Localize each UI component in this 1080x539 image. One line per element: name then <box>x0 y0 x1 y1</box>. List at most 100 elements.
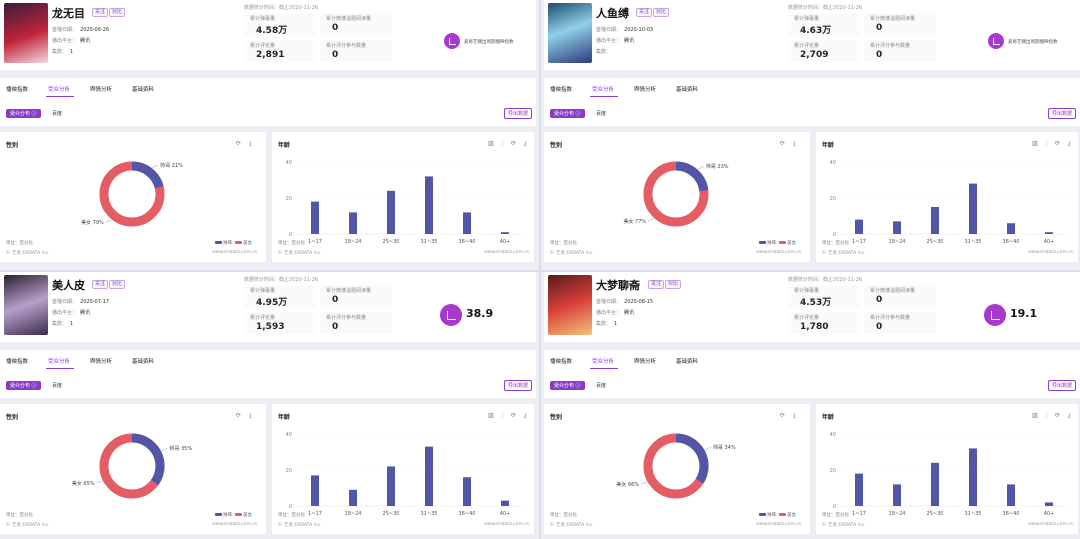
export-button[interactable]: 导出数据 <box>504 108 533 119</box>
drama-poster <box>4 275 48 335</box>
compare-tag[interactable]: 对比 <box>665 280 682 289</box>
male-share-label: 帅哥 21% <box>160 162 183 169</box>
follow-tag[interactable]: 关注 <box>92 280 109 289</box>
donut-slice-male <box>99 161 165 227</box>
analysis-tabs: 播映指数 受众分析 舆情分析 基础资料受众分布 ⓘ 百度 导出数据 <box>544 350 1080 398</box>
subtab-audience[interactable]: 受众分布 ⓘ <box>6 381 41 390</box>
unit-label: 单位：百分比 <box>550 241 577 246</box>
stat-label: 累计评论量 <box>794 43 820 49</box>
follow-tag[interactable]: 关注 <box>636 8 653 17</box>
tab-item[interactable]: 播映指数 <box>6 87 29 93</box>
age-bar <box>969 448 977 506</box>
stat-box: 累计评论量 1,593 <box>244 312 316 334</box>
gender-tools[interactable]: ⟳ ⤓ <box>236 140 255 147</box>
tab-item[interactable]: 舆情分析 <box>90 87 113 93</box>
gender-card: 性别 ⟳ ⤓ 帅哥 21% 美女 79% 单位：百分比 帅哥 美女 © 艺恩 ENDATA I… <box>0 132 266 262</box>
subtab-audience[interactable]: 受众分布 ⓘ <box>6 109 41 118</box>
subtab-baidu[interactable]: 百度 <box>596 111 607 117</box>
gender-tools[interactable]: ⟳ ⤓ <box>236 412 255 419</box>
gender-tools[interactable]: ⟳ ⤓ <box>780 412 799 419</box>
heat-index-icon <box>444 33 460 49</box>
y-tick-label: 0 <box>289 232 292 238</box>
active-tab-underline <box>590 368 618 369</box>
tab-item[interactable]: 舆情分析 <box>634 359 657 365</box>
subtab-baidu[interactable]: 百度 <box>52 111 63 117</box>
gender-card: 性别 ⟳ ⤓ 帅哥 35% 美女 65% 单位：百分比 帅哥 美女 © 艺恩 ENDATA I… <box>0 404 266 534</box>
age-bar-chart: 40 20 0 1~17 18~24 25~30 31~35 36~40 40+ <box>830 160 1068 245</box>
tab-item[interactable]: 受众分析 <box>592 87 615 93</box>
tab-item[interactable]: 受众分析 <box>48 87 71 93</box>
legend-female: 美女 <box>787 513 796 518</box>
x-tick-label: 18~24 <box>345 511 362 517</box>
export-button[interactable]: 导出数据 <box>1048 108 1077 119</box>
export-button[interactable]: 导出数据 <box>504 380 533 391</box>
y-tick-label: 0 <box>833 232 836 238</box>
age-tools[interactable]: ▥ ⫶ ⟳ ⤓ <box>488 412 530 419</box>
stat-value: 0 <box>332 322 339 332</box>
stat-label: 累计评论量 <box>250 43 276 49</box>
site-url: www.endata.com.cn <box>484 522 530 527</box>
tab-item[interactable]: 舆情分析 <box>634 87 657 93</box>
data-deadline: 数据统计时间：截止2020-11-26 <box>788 5 863 11</box>
site-url: www.endata.com.cn <box>1028 522 1074 527</box>
stat-box: 累计微博话题阅读量 0 <box>864 13 936 35</box>
gender-tools[interactable]: ⟳ ⤓ <box>780 140 799 147</box>
compare-tag[interactable]: 对比 <box>109 8 126 17</box>
release-date-row: 首播日期： 2020-06-26 <box>52 26 109 33</box>
stat-box: 累计评论量 2,891 <box>244 40 316 62</box>
age-bar <box>425 446 433 506</box>
age-tools[interactable]: ▥ ⫶ ⟳ ⤓ <box>488 140 530 147</box>
drama-panel: 大梦聊斋 关注 对比 首播日期： 2020-08-15 播出平台： 腾讯 集数： 1 数据统计时间… <box>544 272 1080 539</box>
age-tools[interactable]: ▥ ⫶ ⟳ ⤓ <box>1032 412 1074 419</box>
gender-donut-chart: 帅哥 21% 美女 79% <box>81 161 183 227</box>
follow-tag[interactable]: 关注 <box>92 8 109 17</box>
subtab-baidu[interactable]: 百度 <box>52 383 63 389</box>
tab-item[interactable]: 基础资料 <box>676 87 699 93</box>
tab-item[interactable]: 播映指数 <box>550 359 573 365</box>
stat-box: 累计弹幕量 4.63万 <box>788 13 860 36</box>
tab-item[interactable]: 舆情分析 <box>90 359 113 365</box>
episodes-value: 1 <box>70 321 74 327</box>
age-tools[interactable]: ▥ ⫶ ⟳ ⤓ <box>1032 140 1074 147</box>
stat-value: 0 <box>876 295 883 305</box>
tab-item[interactable]: 基础资料 <box>132 87 155 93</box>
x-tick-label: 1~17 <box>308 511 322 517</box>
age-bar <box>893 221 901 234</box>
platform-value: 腾讯 <box>80 38 91 44</box>
x-tick-label: 40+ <box>1044 239 1055 245</box>
tab-item[interactable]: 受众分析 <box>592 359 615 365</box>
export-button[interactable]: 导出数据 <box>1048 380 1077 391</box>
drama-header: 人鱼缚 关注 对比 首播日期： 2020-10-03 播出平台： 腾讯 集数： 数据统计时间：截… <box>544 0 1080 70</box>
compare-tag[interactable]: 对比 <box>109 280 126 289</box>
subtab-audience[interactable]: 受众分布 ⓘ <box>550 381 585 390</box>
age-bar <box>349 212 357 234</box>
tab-item[interactable]: 播映指数 <box>550 87 573 93</box>
stat-label: 累计评分参与数量 <box>870 43 911 49</box>
age-title: 年龄 <box>278 414 291 421</box>
unit-label: 单位：百分比 <box>278 241 305 246</box>
follow-tag[interactable]: 关注 <box>648 280 665 289</box>
tab-item[interactable]: 受众分析 <box>48 359 71 365</box>
subtab-audience[interactable]: 受众分布 ⓘ <box>550 109 585 118</box>
release-date-row: 首播日期： 2020-10-03 <box>596 26 653 33</box>
gender-card: 性别 ⟳ ⤓ 帅哥 34% 美女 66% 单位：百分比 帅哥 美女 © 艺恩 ENDATA I… <box>544 404 810 534</box>
tab-item[interactable]: 基础资料 <box>132 359 155 365</box>
female-label-leader <box>105 219 112 223</box>
compare-tag[interactable]: 对比 <box>653 8 670 17</box>
drama-panel: 美人皮 关注 对比 首播日期： 2020-07-17 播出平台： 腾讯 集数： 1 数据统计时间：… <box>0 272 536 539</box>
tab-item[interactable]: 基础资料 <box>676 359 699 365</box>
episodes-value: 1 <box>614 321 618 327</box>
gender-legend: 帅哥 美女 <box>212 512 252 518</box>
stat-value: 4.63万 <box>800 26 832 36</box>
tab-item[interactable]: 播映指数 <box>6 359 29 365</box>
y-tick-label: 20 <box>830 468 836 474</box>
subtab-baidu[interactable]: 百度 <box>596 383 607 389</box>
drama-panel: 龙无目 关注 对比 首播日期： 2020-06-26 播出平台： 腾讯 集数： 1 数据统计时间：… <box>0 0 536 267</box>
stat-label: 累计弹幕量 <box>250 288 276 294</box>
platform-label: 播出平台： <box>596 310 622 316</box>
heat-index-label: 爱奇艺播出周期播映指数 <box>1008 40 1058 45</box>
male-share-label: 帅哥 35% <box>169 445 192 452</box>
stat-label: 累计评论量 <box>794 315 820 321</box>
x-tick-label: 40+ <box>500 239 511 245</box>
legend-swatch-female <box>235 513 242 516</box>
